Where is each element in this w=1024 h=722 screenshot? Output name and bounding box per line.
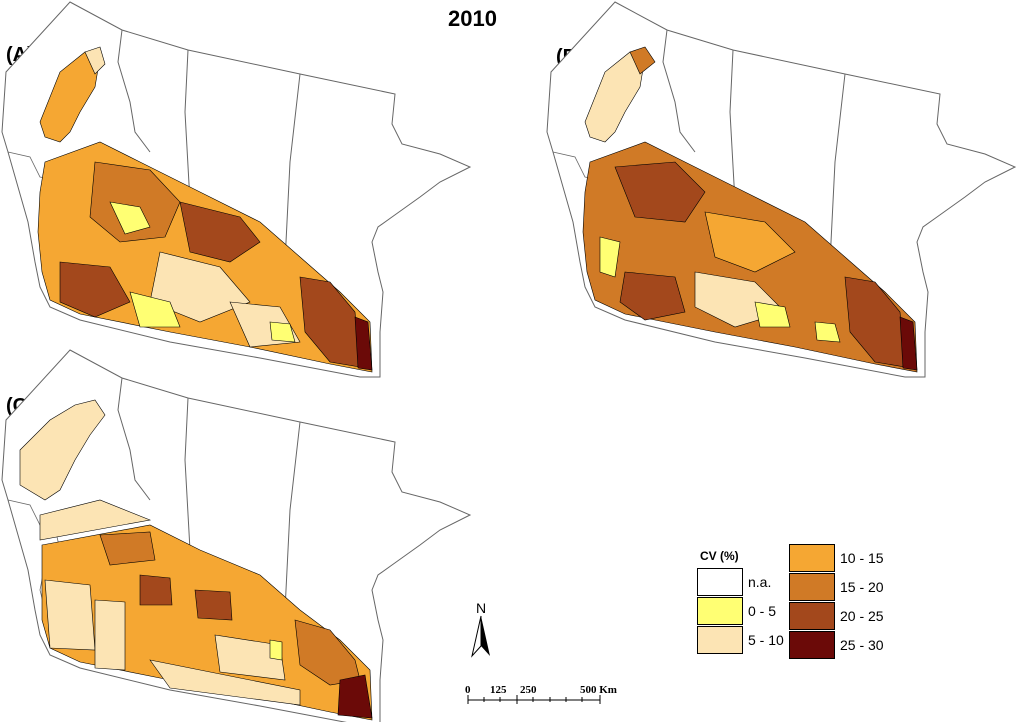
scale-bar — [467, 695, 601, 704]
legend-title: CV (%) — [700, 549, 739, 563]
scale-label-0: 0 — [465, 684, 471, 696]
north-label: N — [476, 600, 487, 616]
legend-swatch-15-20 — [789, 573, 835, 601]
legend-label-5-10: 5 - 10 — [748, 632, 784, 648]
legend-swatch-10-15 — [789, 544, 835, 572]
legend-label-na: n.a. — [748, 574, 772, 590]
scale-label-250: 250 — [520, 684, 537, 696]
map-title: 2010 — [448, 6, 497, 31]
north-arrow-icon — [471, 615, 490, 658]
panel-b-map — [546, 1, 1016, 378]
legend-label-25-30: 25 - 30 — [840, 637, 884, 653]
legend-swatch-0-5 — [697, 597, 743, 625]
legend-label-0-5: 0 - 5 — [748, 603, 777, 619]
legend-swatch-na — [697, 568, 743, 596]
legend-label-20-25: 20 - 25 — [840, 608, 884, 624]
scale-label-125: 125 — [490, 684, 507, 696]
legend-swatch-5-10 — [697, 626, 743, 654]
panel-a-map — [1, 1, 471, 378]
scale-label-500: 500 Km — [580, 684, 617, 696]
legend-swatch-20-25 — [789, 602, 835, 630]
legend-label-15-20: 15 - 20 — [840, 579, 884, 595]
legend-label-10-15: 10 - 15 — [840, 550, 884, 566]
legend-swatch-25-30 — [789, 631, 835, 659]
panel-c-map — [1, 349, 471, 722]
